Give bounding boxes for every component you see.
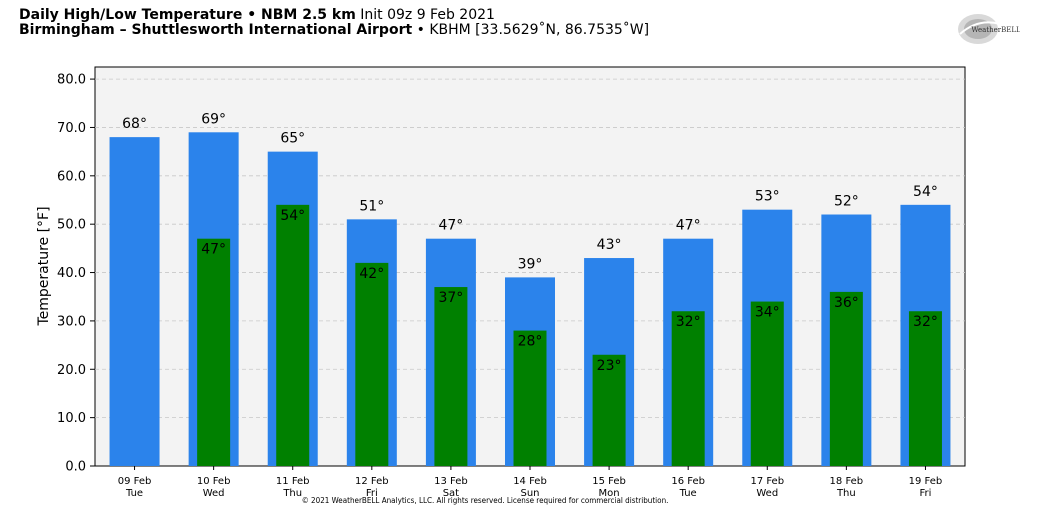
high-temp-label: 53°	[755, 189, 780, 205]
x-tick-weekday: Mon	[599, 488, 620, 499]
low-temp-label: 32°	[913, 314, 938, 330]
low-temp-label: 42°	[359, 266, 384, 282]
high-temp-label: 47°	[676, 218, 701, 234]
low-temp-label: 47°	[201, 242, 226, 258]
x-tick-weekday: Sun	[520, 488, 539, 499]
x-tick-weekday: Wed	[756, 488, 778, 499]
x-tick-date: 19 Feb	[909, 476, 943, 487]
location-line: Birmingham – Shuttlesworth International…	[19, 23, 649, 38]
low-temp-bar	[276, 204, 310, 466]
high-temp-label: 39°	[518, 256, 543, 272]
x-tick-weekday: Thu	[836, 488, 856, 499]
chart-title: Daily High/Low Temperature • NBM 2.5 km	[19, 7, 356, 23]
low-temp-label: 37°	[438, 290, 463, 306]
location-name: Birmingham – Shuttlesworth International…	[19, 22, 413, 38]
low-temp-bar	[829, 291, 863, 466]
low-temp-bar	[592, 354, 626, 466]
low-temp-bar	[908, 311, 942, 466]
weatherbell-logo-icon: WeatherBELL	[958, 14, 1020, 44]
x-tick-date: 16 Feb	[671, 476, 705, 487]
x-tick-weekday: Thu	[282, 488, 302, 499]
low-temp-bar	[355, 262, 389, 466]
low-temp-label: 32°	[676, 314, 701, 330]
high-temp-label: 43°	[597, 237, 622, 253]
high-temp-label: 54°	[913, 184, 938, 200]
init-time: Init 09z 9 Feb 2021	[360, 7, 495, 23]
high-temp-label: 47°	[438, 218, 463, 234]
low-temp-label: 23°	[597, 358, 622, 374]
low-temp-bar	[197, 238, 231, 466]
high-temp-label: 65°	[280, 131, 305, 147]
x-tick-date: 15 Feb	[592, 476, 626, 487]
x-tick-date: 09 Feb	[118, 476, 152, 487]
x-tick-weekday: Tue	[679, 488, 697, 499]
copyright-text: © 2021 WeatherBELL Analytics, LLC. All r…	[301, 496, 669, 505]
low-temp-bar	[434, 287, 468, 466]
x-tick-weekday: Fri	[366, 488, 378, 499]
y-tick-label: 80.0	[57, 73, 86, 88]
y-tick-label: 20.0	[57, 363, 86, 378]
low-temp-label: 54°	[280, 208, 305, 224]
station-info: • KBHM [33.5629˚N, 86.7535˚W]	[416, 22, 650, 38]
x-tick-date: 10 Feb	[197, 476, 231, 487]
x-tick-date: 17 Feb	[750, 476, 784, 487]
low-temp-label: 28°	[518, 334, 543, 350]
low-temp-bar	[671, 311, 705, 466]
y-tick-label: 60.0	[57, 169, 86, 184]
chart-header: Daily High/Low Temperature • NBM 2.5 km …	[19, 8, 649, 38]
y-tick-label: 50.0	[57, 218, 86, 233]
x-tick-date: 14 Feb	[513, 476, 547, 487]
low-temp-label: 36°	[834, 295, 859, 311]
x-tick-date: 18 Feb	[830, 476, 864, 487]
low-temp-bar	[513, 330, 547, 466]
y-tick-label: 70.0	[57, 121, 86, 136]
high-temp-label: 52°	[834, 194, 859, 210]
y-tick-label: 0.0	[65, 460, 86, 475]
x-tick-date: 12 Feb	[355, 476, 389, 487]
x-tick-weekday: Fri	[919, 488, 931, 499]
x-tick-weekday: Tue	[125, 488, 143, 499]
y-tick-label: 30.0	[57, 314, 86, 329]
high-temp-label: 68°	[122, 116, 147, 132]
bars: 68° 69° 47° 65° 54° 51° 42° 47° 37° 39° 28° 43° 23° 4…	[109, 111, 951, 467]
y-tick-label: 40.0	[57, 266, 86, 281]
title-line: Daily High/Low Temperature • NBM 2.5 km …	[19, 8, 649, 23]
high-temp-bar	[109, 137, 160, 467]
low-temp-label: 34°	[755, 305, 780, 321]
y-tick-label: 10.0	[57, 411, 86, 426]
x-tick-weekday: Sat	[443, 488, 459, 499]
high-temp-label: 51°	[359, 198, 384, 214]
high-temp-label: 69°	[201, 111, 226, 127]
x-tick-date: 13 Feb	[434, 476, 468, 487]
y-axis: 0.0 10.0 20.0 30.0 40.0 50.0 60.0 70.0 80.0	[57, 73, 95, 475]
x-tick-date: 11 Feb	[276, 476, 310, 487]
y-axis-label: Temperature [°F]	[36, 206, 52, 326]
x-tick-weekday: Wed	[203, 488, 225, 499]
low-temp-bar	[750, 301, 784, 466]
logo-text: WeatherBELL	[971, 26, 1020, 34]
